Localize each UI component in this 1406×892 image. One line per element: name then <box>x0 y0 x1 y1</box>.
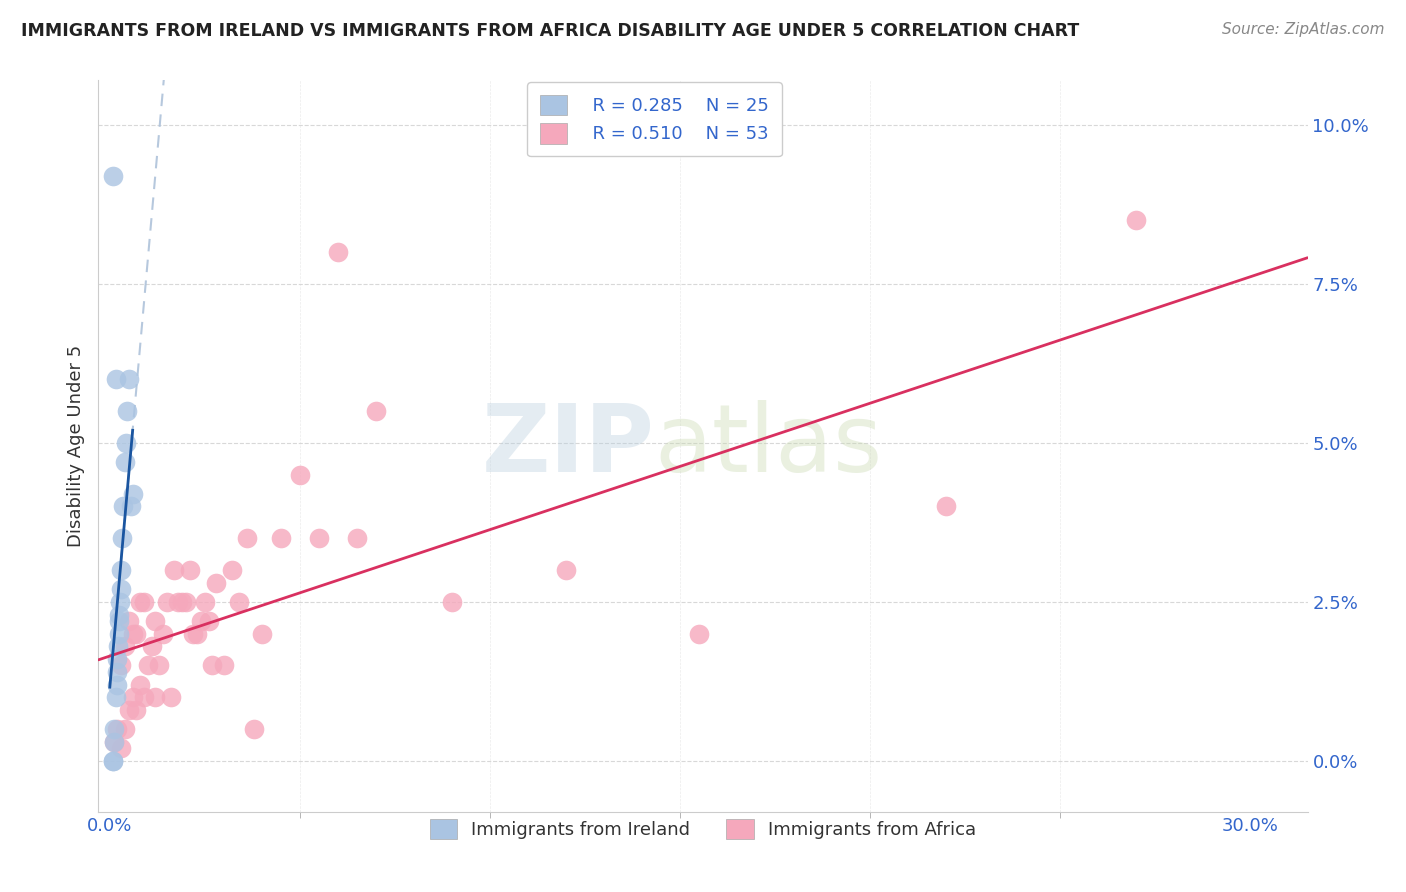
Point <box>103 735 125 749</box>
Point <box>136 658 159 673</box>
Point <box>105 677 128 691</box>
Point <box>212 658 235 673</box>
Point <box>308 531 330 545</box>
Text: IMMIGRANTS FROM IRELAND VS IMMIGRANTS FROM AFRICA DISABILITY AGE UNDER 5 CORRELA: IMMIGRANTS FROM IRELAND VS IMMIGRANTS FR… <box>21 22 1080 40</box>
Point <box>129 677 152 691</box>
Point <box>110 582 132 596</box>
Point <box>108 626 131 640</box>
Point <box>326 245 349 260</box>
Point <box>270 531 292 545</box>
Point <box>201 658 224 673</box>
Point <box>174 595 197 609</box>
Point <box>221 563 243 577</box>
Point <box>163 563 186 577</box>
Point <box>110 658 132 673</box>
Point <box>186 626 208 640</box>
Text: Source: ZipAtlas.com: Source: ZipAtlas.com <box>1222 22 1385 37</box>
Point <box>118 703 141 717</box>
Point <box>183 626 205 640</box>
Point <box>110 595 132 609</box>
Legend: Immigrants from Ireland, Immigrants from Africa: Immigrants from Ireland, Immigrants from… <box>423 812 983 847</box>
Point <box>688 626 710 640</box>
Point <box>101 754 124 768</box>
Point <box>555 563 578 577</box>
Text: ZIP: ZIP <box>482 400 655 492</box>
Point <box>197 614 219 628</box>
Point <box>132 690 155 705</box>
Point <box>288 467 311 482</box>
Point <box>125 703 148 717</box>
Point <box>108 607 131 622</box>
Y-axis label: Disability Age Under 5: Disability Age Under 5 <box>66 345 84 547</box>
Point <box>194 595 217 609</box>
Point <box>118 372 141 386</box>
Point <box>107 640 129 654</box>
Point <box>101 169 124 183</box>
Point <box>132 595 155 609</box>
Point <box>935 500 957 514</box>
Point <box>156 595 179 609</box>
Point <box>148 658 170 673</box>
Point <box>167 595 190 609</box>
Point <box>110 563 132 577</box>
Point <box>441 595 464 609</box>
Point <box>104 372 127 386</box>
Point <box>141 640 163 654</box>
Point <box>159 690 181 705</box>
Point <box>107 652 129 666</box>
Point <box>145 690 167 705</box>
Point <box>125 626 148 640</box>
Point <box>250 626 273 640</box>
Point <box>346 531 368 545</box>
Point <box>104 690 127 705</box>
Point <box>115 404 138 418</box>
Point <box>112 500 135 514</box>
Point <box>101 754 124 768</box>
Point <box>235 531 257 545</box>
Point <box>364 404 387 418</box>
Point <box>107 665 129 679</box>
Point <box>129 595 152 609</box>
Point <box>120 500 142 514</box>
Point <box>103 735 125 749</box>
Point <box>108 614 131 628</box>
Point <box>170 595 193 609</box>
Point <box>179 563 201 577</box>
Point <box>114 435 136 450</box>
Point <box>118 614 141 628</box>
Point <box>114 722 136 736</box>
Point <box>114 455 136 469</box>
Point <box>1125 213 1147 227</box>
Point <box>107 722 129 736</box>
Point <box>190 614 212 628</box>
Point <box>121 486 143 500</box>
Point <box>121 690 143 705</box>
Point <box>152 626 174 640</box>
Point <box>243 722 266 736</box>
Point <box>111 531 134 545</box>
Point <box>145 614 167 628</box>
Text: atlas: atlas <box>655 400 883 492</box>
Point <box>103 722 125 736</box>
Point <box>228 595 250 609</box>
Point <box>205 575 228 590</box>
Point <box>114 640 136 654</box>
Point <box>121 626 143 640</box>
Point <box>110 741 132 756</box>
